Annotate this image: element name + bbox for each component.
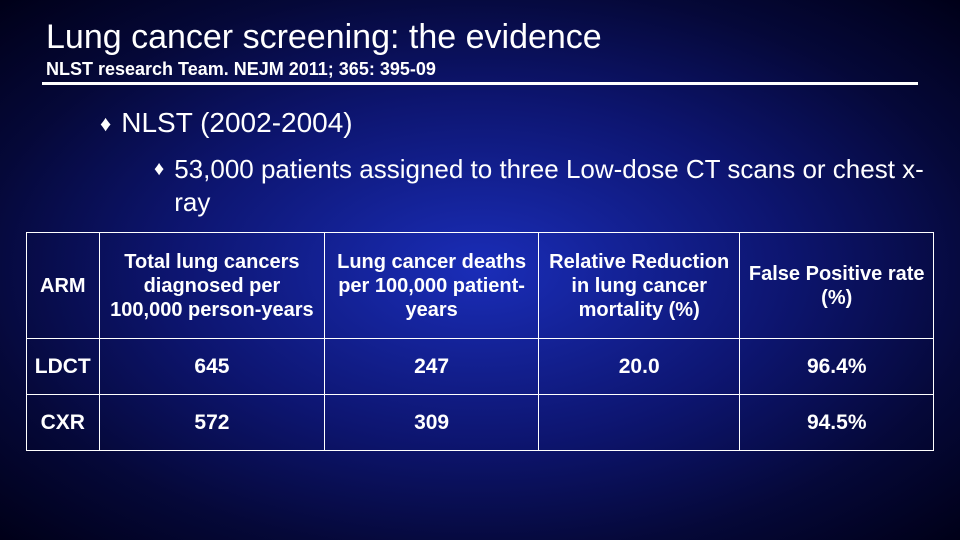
table-cell: LDCT: [27, 339, 100, 395]
diamond-icon: ♦: [154, 153, 164, 185]
bullet-level-2: ♦ 53,000 patients assigned to three Low-…: [154, 153, 924, 218]
table-cell: 94.5%: [740, 395, 934, 451]
data-table: ARM Total lung cancers diagnosed per 100…: [26, 232, 934, 451]
data-table-container: ARM Total lung cancers diagnosed per 100…: [26, 232, 934, 451]
table-cell: CXR: [27, 395, 100, 451]
col-header: ARM: [27, 233, 100, 339]
col-header: Relative Reduction in lung cancer mortal…: [538, 233, 740, 339]
col-header: Total lung cancers diagnosed per 100,000…: [99, 233, 325, 339]
bullet-level-1: ♦ NLST (2002-2004): [100, 107, 960, 141]
slide-subtitle: NLST research Team. NEJM 2011; 365: 395-…: [46, 59, 960, 80]
table-cell: 96.4%: [740, 339, 934, 395]
title-underline: [42, 82, 918, 85]
title-block: Lung cancer screening: the evidence NLST…: [0, 0, 960, 80]
table-cell: 309: [325, 395, 539, 451]
table-row: CXR 572 309 94.5%: [27, 395, 934, 451]
table-cell: 20.0: [538, 339, 740, 395]
table-cell: 247: [325, 339, 539, 395]
table-cell: 645: [99, 339, 325, 395]
table-header-row: ARM Total lung cancers diagnosed per 100…: [27, 233, 934, 339]
bullet-list: ♦ NLST (2002-2004) ♦ 53,000 patients ass…: [100, 107, 960, 218]
diamond-icon: ♦: [100, 107, 111, 141]
bullet-text: NLST (2002-2004): [121, 107, 352, 139]
slide-title: Lung cancer screening: the evidence: [46, 18, 960, 57]
table-cell: 572: [99, 395, 325, 451]
col-header: False Positive rate (%): [740, 233, 934, 339]
col-header: Lung cancer deaths per 100,000 patient-y…: [325, 233, 539, 339]
bullet-text: 53,000 patients assigned to three Low-do…: [174, 153, 924, 218]
table-row: LDCT 645 247 20.0 96.4%: [27, 339, 934, 395]
table-cell: [538, 395, 740, 451]
